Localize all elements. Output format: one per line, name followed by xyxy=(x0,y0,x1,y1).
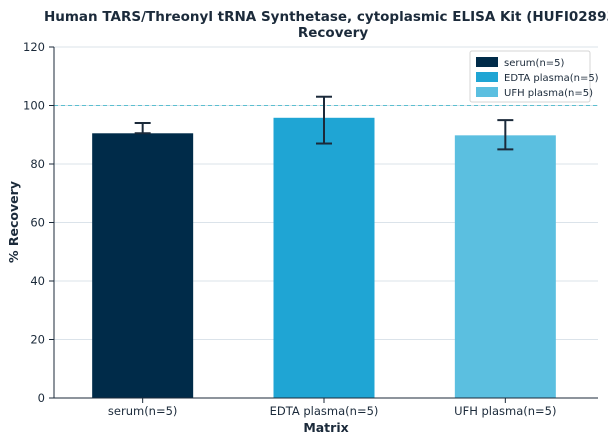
y-axis-label: % Recovery xyxy=(6,181,21,263)
y-tick-label: 40 xyxy=(30,274,45,288)
legend-label-1: EDTA plasma(n=5) xyxy=(504,73,599,84)
y-tick-label: 60 xyxy=(30,216,45,230)
y-tick-labels: 0 20 40 60 80 100 120 xyxy=(23,40,45,405)
x-tick-labels: serum(n=5) EDTA plasma(n=5) UFH plasma(n=5… xyxy=(108,404,557,418)
bar-2 xyxy=(454,135,556,398)
bar-1 xyxy=(273,117,375,398)
x-tick-label: serum(n=5) xyxy=(108,404,178,418)
bar-0 xyxy=(92,133,194,398)
legend-swatch-1 xyxy=(476,72,498,82)
y-tick-label: 100 xyxy=(23,99,45,113)
y-tick-label: 20 xyxy=(30,333,45,347)
bars xyxy=(92,117,556,398)
y-tick-label: 80 xyxy=(30,157,45,171)
x-axis-label: Matrix xyxy=(303,420,348,435)
y-tick-label: 0 xyxy=(38,391,45,405)
chart-title-line-2: Recovery xyxy=(298,25,368,41)
legend-label-2: UFH plasma(n=5) xyxy=(504,88,593,99)
legend-swatch-0 xyxy=(476,57,498,67)
y-tick-label: 120 xyxy=(23,40,45,54)
legend-box xyxy=(469,50,591,103)
x-tick-label: EDTA plasma(n=5) xyxy=(270,404,379,418)
axes xyxy=(49,46,598,403)
legend: serum(n=5) EDTA plasma(n=5) UFH plasma(n=5… xyxy=(469,50,599,103)
legend-label-0: serum(n=5) xyxy=(504,58,565,69)
x-tick-label: UFH plasma(n=5) xyxy=(454,404,556,418)
error-bars xyxy=(134,95,514,151)
legend-swatch-2 xyxy=(476,87,498,97)
chart-title-line-1: Human TARS/Threonyl tRNA Synthetase, cyt… xyxy=(44,9,608,25)
